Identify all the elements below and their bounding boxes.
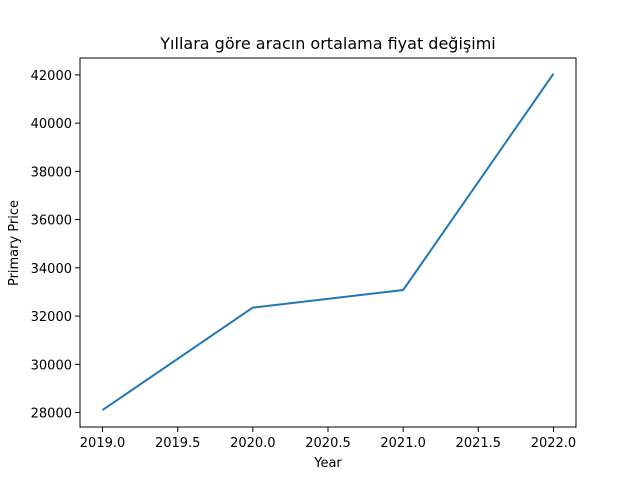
y-tick-label: 28000: [31, 407, 72, 422]
y-tick-label: 42000: [31, 69, 72, 84]
series-line: [101, 73, 555, 411]
y-tick-label: 36000: [31, 214, 72, 229]
y-tick-label: 38000: [31, 165, 72, 180]
x-tick-label: 2020.5: [305, 436, 351, 451]
y-axis: 28000 30000 32000 34000 36000 38000 40000 42000: [31, 69, 80, 422]
axes-frame: [79, 57, 577, 428]
y-tick-label: 32000: [31, 310, 72, 325]
chart-title: Yıllara göre aracın ortalama fiyat değiş…: [159, 34, 495, 53]
x-tick-label: 2021.0: [380, 436, 426, 451]
y-tick-label: 30000: [31, 358, 72, 373]
x-tick-label: 2019.0: [80, 436, 126, 451]
x-axis: 2019.0 2019.5 2020.0 2020.5 2021.0 2021.5 2022…: [80, 427, 576, 451]
x-tick-label: 2020.0: [230, 436, 276, 451]
x-tick-label: 2022.0: [531, 436, 577, 451]
y-tick-label: 34000: [31, 262, 72, 277]
x-tick-label: 2019.5: [155, 436, 201, 451]
plot-area: [79, 57, 577, 428]
x-axis-label: Year: [313, 456, 342, 471]
y-axis-label: Primary Price: [7, 200, 22, 286]
x-tick-label: 2021.5: [456, 436, 502, 451]
y-tick-label: 40000: [31, 117, 72, 132]
